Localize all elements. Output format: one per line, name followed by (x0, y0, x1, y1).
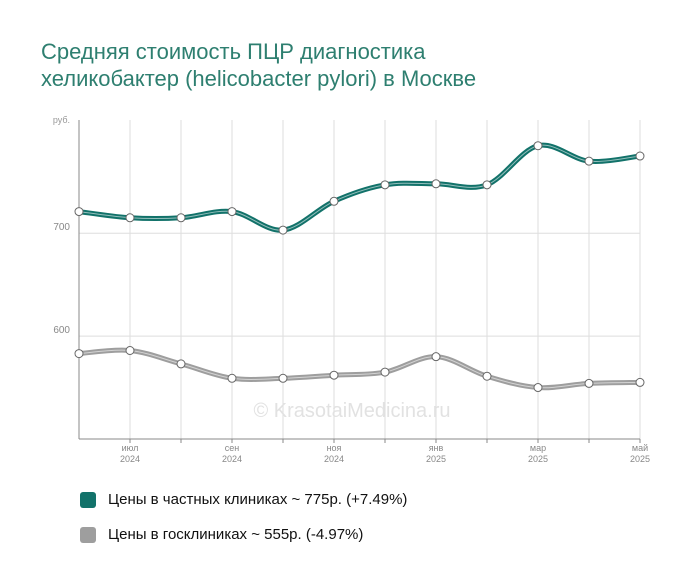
series-line-0 (76, 142, 643, 233)
data-point (431, 352, 441, 362)
data-point (176, 213, 186, 223)
series-line-highlight-1 (78, 349, 641, 389)
legend-item-public[interactable]: Цены в госклиниках ~ 555р. (-4.97%) (80, 526, 363, 543)
data-point (380, 367, 390, 377)
x-tick-label-month: июл (122, 443, 139, 453)
x-tick-label-year: 2024 (324, 454, 344, 464)
legend-label-public: Цены в госклиниках ~ 555р. (-4.97%) (108, 526, 364, 543)
y-unit-label: руб. (53, 115, 70, 125)
legend-swatch-private (80, 491, 96, 508)
x-tick-label-month: май (632, 443, 648, 453)
chart-title: Средняя стоимость ПЦР диагностика хелико… (41, 38, 601, 92)
x-tick-label-year: 2024 (120, 454, 140, 464)
data-point (125, 346, 135, 356)
data-point (431, 179, 441, 189)
data-point (482, 371, 492, 381)
data-point (278, 373, 288, 383)
data-point (227, 373, 237, 383)
data-point (329, 370, 339, 380)
data-point (533, 383, 543, 393)
data-point (584, 378, 594, 388)
data-point (635, 377, 645, 387)
x-tick-label-month: мар (530, 443, 546, 453)
y-tick-label: 700 (53, 222, 70, 233)
x-tick-label-year: 2025 (630, 454, 650, 464)
legend-swatch-public (80, 526, 96, 543)
data-point (380, 180, 390, 190)
data-point (227, 207, 237, 217)
data-point (74, 349, 84, 359)
data-point (584, 156, 594, 166)
data-point (74, 207, 84, 217)
chart-title-line-2: хеликобактер (helicobacter pylori) в Мос… (41, 66, 477, 91)
data-point (482, 180, 492, 190)
x-tick-label-month: сен (225, 443, 240, 453)
data-point (125, 213, 135, 223)
watermark: © KrasotaiMedicina.ru (253, 400, 450, 422)
x-tick-label-year: 2024 (222, 454, 242, 464)
data-point (278, 225, 288, 235)
y-tick-label: 600 (53, 325, 70, 336)
x-tick-label-month: ноя (327, 443, 342, 453)
series-line-1 (76, 347, 643, 391)
x-tick-label-year: 2025 (426, 454, 446, 464)
data-point (635, 151, 645, 161)
data-point (329, 196, 339, 206)
data-point (176, 359, 186, 369)
legend-label-private: Цены в частных клиниках ~ 775р. (+7.49%) (108, 491, 408, 508)
x-tick-label-month: янв (429, 443, 444, 453)
data-point (533, 141, 543, 151)
x-tick-label-year: 2025 (528, 454, 548, 464)
chart-title-line-1: Средняя стоимость ПЦР диагностика (41, 39, 426, 64)
legend-item-private[interactable]: Цены в частных клиниках ~ 775р. (+7.49%) (80, 491, 407, 508)
